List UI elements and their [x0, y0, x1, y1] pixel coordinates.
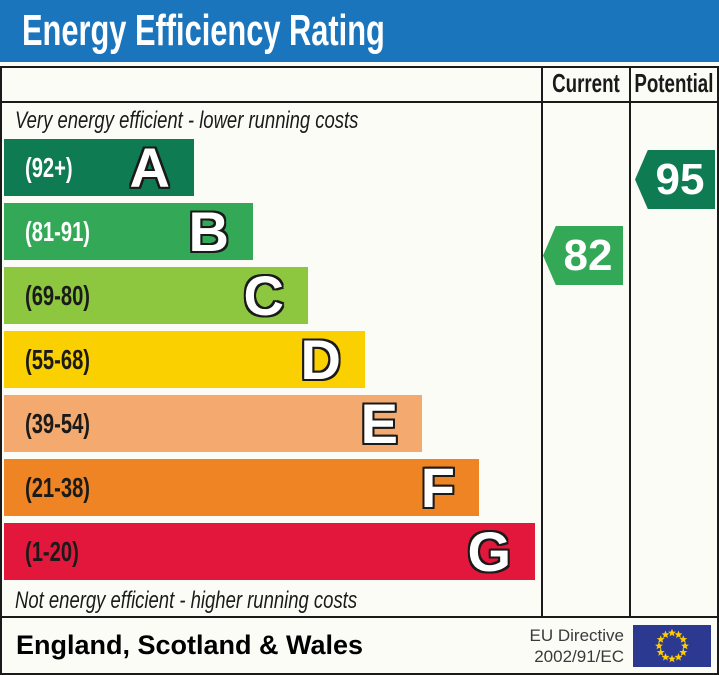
potential-column-divider — [629, 66, 631, 618]
caption-very-efficient: Very energy efficient - lower running co… — [15, 107, 359, 134]
current-rating-value: 82 — [563, 230, 613, 280]
eu-flag-icon — [633, 624, 711, 667]
band-range-label: (92+) — [25, 151, 73, 183]
band-a: (92+) A — [4, 139, 194, 196]
footer: England, Scotland & Wales EU Directive 2… — [0, 616, 719, 675]
band-range-label: (1-20) — [25, 535, 79, 567]
current-rating-arrow: 82 — [543, 226, 623, 285]
footer-region-label: England, Scotland & Wales — [16, 630, 364, 660]
column-header-current: Current — [543, 66, 629, 101]
band-letter: E — [360, 392, 398, 455]
column-header-potential: Potential — [631, 66, 717, 101]
band-f: (21-38) F — [4, 459, 479, 516]
potential-rating-value: 95 — [655, 154, 705, 204]
band-d: (55-68) D — [4, 331, 365, 388]
column-header-current-label: Current — [552, 68, 620, 98]
eu-directive-label: EU Directive 2002/91/EC — [530, 625, 624, 667]
band-range-label: (21-38) — [25, 471, 90, 503]
bands-container: (92+) A (81-91) B (69-80) C (55-68) D (39-54) E (2… — [4, 139, 541, 587]
band-range-label: (69-80) — [25, 279, 90, 311]
band-b: (81-91) B — [4, 203, 253, 260]
current-column-divider — [541, 66, 543, 618]
band-e: (39-54) E — [4, 395, 422, 452]
band-range-label: (39-54) — [25, 407, 90, 439]
eu-directive-line2: 2002/91/EC — [534, 646, 624, 666]
header-divider-line — [0, 101, 719, 103]
title-bar: Energy Efficiency Rating — [0, 0, 719, 62]
band-letter: A — [129, 136, 170, 199]
band-letter: G — [467, 520, 511, 583]
band-range-label: (81-91) — [25, 215, 90, 247]
caption-not-efficient: Not energy efficient - higher running co… — [15, 587, 358, 614]
band-letter: B — [188, 200, 229, 263]
band-letter: F — [420, 456, 455, 519]
eu-directive-line1: EU Directive — [529, 625, 624, 645]
page-title: Energy Efficiency Rating — [22, 6, 385, 55]
potential-rating-arrow: 95 — [635, 150, 715, 209]
band-letter: C — [243, 264, 284, 327]
column-header-potential-label: Potential — [634, 68, 714, 98]
band-c: (69-80) C — [4, 267, 308, 324]
band-letter: D — [300, 328, 341, 391]
band-range-label: (55-68) — [25, 343, 90, 375]
band-g: (1-20) G — [4, 523, 535, 580]
